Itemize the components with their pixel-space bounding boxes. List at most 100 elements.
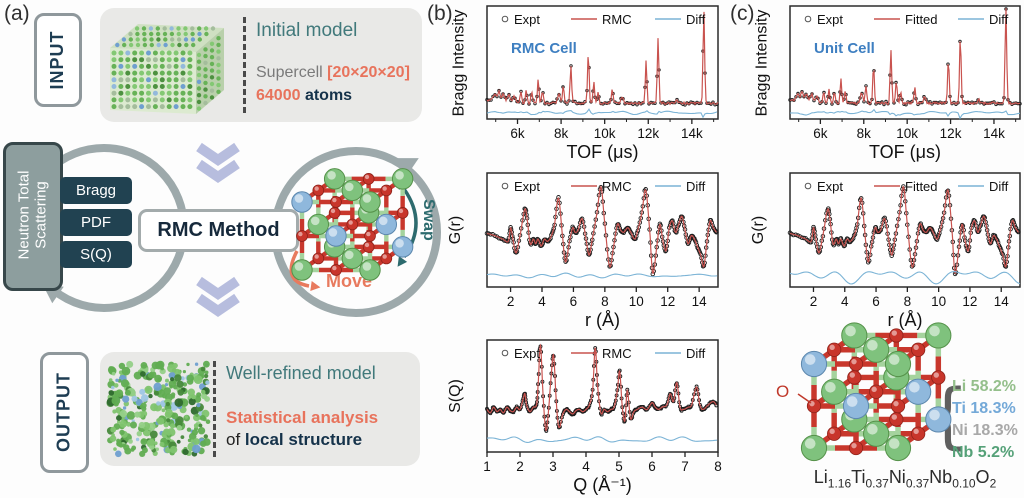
svg-text:Diff: Diff: [686, 346, 706, 361]
svg-text:8: 8: [601, 294, 609, 309]
x-axis-title: TOF (μs): [869, 142, 941, 162]
svg-text:3: 3: [549, 459, 557, 474]
bragg-box: Bragg: [60, 177, 132, 204]
x-axis: 6k 8k 10k 12k 14k: [495, 119, 715, 141]
svg-text:12: 12: [962, 294, 977, 309]
x-axis-title: r (Å): [888, 310, 923, 330]
rmc-move-swap-crystal-image: [291, 168, 414, 281]
chart-b-gr: 2 4 6 8 10 12 14 r (Å) Expt RMC Diff: [484, 172, 719, 330]
double-chevron-down-icon: [196, 142, 240, 184]
composition-li: Li 58.2%: [952, 378, 1017, 395]
y-axis-title-b-bragg: Bragg Intensity: [450, 9, 467, 116]
plot-frame: [486, 5, 719, 120]
svg-text:Diff: Diff: [989, 12, 1009, 27]
svg-text:Expt: Expt: [514, 179, 540, 194]
atoms-count: 64000: [256, 87, 301, 104]
series-diff: [789, 108, 1021, 120]
crystal-atoms: [291, 168, 414, 281]
x-axis-title: r (Å): [585, 310, 620, 330]
svg-text:Expt: Expt: [514, 12, 540, 27]
panel-c-label: (c): [730, 2, 755, 25]
series-fit: [789, 185, 1019, 274]
supercell-prefix: Supercell: [256, 64, 328, 81]
output-divider: [213, 361, 216, 457]
composition-ni: Ni 18.3%: [952, 422, 1018, 439]
svg-text:14: 14: [994, 294, 1010, 309]
svg-text:6: 6: [872, 294, 880, 309]
y-axis-title-c-gr: G(r): [750, 215, 767, 245]
y-axis-title-b-sq: S(Q): [447, 379, 464, 413]
supercell-value: [20×20×20]: [327, 64, 410, 81]
move-arrow-icon: [289, 250, 310, 288]
svg-text:5: 5: [615, 459, 623, 474]
composition-ti: Ti 18.3%: [952, 400, 1016, 417]
atoms-line: 64000 atoms: [256, 87, 352, 105]
svg-text:10k: 10k: [594, 126, 616, 141]
svg-text:12: 12: [660, 294, 675, 309]
neutron-scattering-label: Neutron Total Scattering: [15, 170, 50, 260]
chart-b-bragg: 6k 8k 10k 12k 14k TOF (μs) Expt RMC Diff RMC Cell: [485, 5, 719, 162]
legend: Expt RMC Diff: [501, 179, 706, 194]
x-axis-title: Q (Å⁻¹): [573, 475, 632, 495]
initial-model-image: [110, 24, 224, 114]
pdf-box: PDF: [60, 209, 132, 236]
refined-model-heading: Well-refined model: [226, 363, 376, 383]
right-arrowhead-icon: [397, 158, 419, 176]
x-axis: 2 4 6 8 10 12 14: [810, 287, 1010, 309]
svg-text:6k: 6k: [510, 126, 525, 141]
svg-text:8: 8: [714, 459, 722, 474]
input-tag-label: INPUT: [47, 30, 67, 90]
input-panel: Initial model Supercell [20×20×20] 64000…: [100, 8, 422, 122]
x-axis-title: TOF (μs): [566, 142, 638, 162]
crystal-atoms: [800, 322, 952, 462]
svg-text:2: 2: [516, 459, 524, 474]
svg-text:10: 10: [629, 294, 644, 309]
svg-text:Expt: Expt: [514, 346, 540, 361]
svg-text:14k: 14k: [983, 126, 1005, 141]
x-axis: 1 2 3 4 5 6 7 8: [483, 452, 722, 474]
method-cycle-graphics: [20, 142, 441, 318]
move-arrowhead: [310, 281, 321, 291]
input-divider: [243, 17, 246, 113]
move-label: Move: [326, 271, 373, 291]
swap-arrow-bottom: [397, 256, 408, 267]
output-tag-label: OUTPUT: [53, 372, 74, 452]
initial-model-heading: Initial model: [256, 20, 358, 41]
refined-model-image: [106, 360, 211, 458]
plot-frame: [486, 172, 719, 288]
svg-text:RMC: RMC: [602, 179, 632, 194]
svg-text:12k: 12k: [940, 126, 962, 141]
svg-text:14: 14: [692, 294, 708, 309]
rmc-method-box: RMC Method: [138, 209, 299, 252]
output-panel: Well-refined model Statistical analysis …: [100, 352, 420, 466]
sq-box: S(Q): [60, 241, 132, 268]
series-fit: [486, 185, 717, 274]
x-axis: 6k 8k 10k 12k 14k: [798, 119, 1017, 141]
svg-text:RMC: RMC: [602, 346, 632, 361]
svg-text:7: 7: [681, 459, 689, 474]
legend: Expt Fitted Diff: [804, 179, 1009, 194]
swap-label: Swap: [420, 199, 437, 241]
composition-list: Li 58.2% Ti 18.3% Ni 18.3% Nb 5.2%: [952, 378, 1018, 466]
composition-nb: Nb 5.2%: [952, 444, 1015, 461]
svg-text:RMC: RMC: [602, 12, 632, 27]
legend: Expt Fitted Diff: [804, 12, 1009, 27]
svg-text:Expt: Expt: [817, 12, 843, 27]
svg-text:10k: 10k: [896, 126, 918, 141]
series-fit: [789, 8, 1021, 106]
svg-text:8k: 8k: [554, 126, 569, 141]
local-structure-line: of local structure: [226, 430, 363, 449]
svg-text:8k: 8k: [857, 126, 872, 141]
input-tag-box: INPUT: [34, 13, 82, 107]
cell-annotation: Unit Cell: [814, 40, 875, 57]
svg-text:6: 6: [648, 459, 656, 474]
supercell-line: Supercell [20×20×20]: [256, 64, 410, 82]
plot-frame: [789, 5, 1021, 120]
series-diff: [486, 272, 718, 279]
x-axis: 2 4 6 8 10 12 14: [507, 287, 707, 309]
panel-a-label: (a): [4, 2, 30, 25]
svg-text:4: 4: [538, 294, 546, 309]
legend: Expt RMC Diff: [501, 346, 706, 361]
panel-b-label: (b): [427, 2, 453, 25]
atoms-suffix: atoms: [300, 87, 353, 104]
